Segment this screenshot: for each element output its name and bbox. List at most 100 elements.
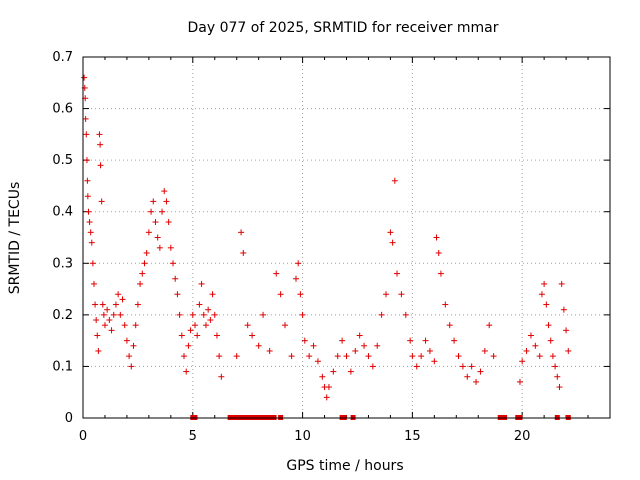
data-point: [84, 193, 91, 200]
data-point: [213, 332, 220, 339]
data-point: [306, 353, 313, 360]
y-tick-label: 0.1: [52, 359, 73, 374]
data-point: [541, 280, 548, 287]
data-point: [89, 260, 96, 267]
data-point: [167, 244, 174, 251]
data-point: [431, 358, 438, 365]
data-point: [159, 208, 166, 215]
data-point: [455, 353, 462, 360]
data-point: [87, 229, 94, 236]
data-point: [216, 353, 223, 360]
data-point: [255, 342, 262, 349]
y-tick-label: 0.2: [52, 308, 73, 323]
data-point: [422, 337, 429, 344]
data-point: [97, 141, 104, 148]
data-point: [123, 337, 130, 344]
data-point: [343, 353, 350, 360]
data-point: [90, 280, 97, 287]
data-point: [196, 301, 203, 308]
data-point: [301, 337, 308, 344]
data-point: [451, 337, 458, 344]
data-point: [117, 311, 124, 318]
data-point: [560, 306, 567, 313]
data-point: [334, 353, 341, 360]
data-point: [374, 342, 381, 349]
data-point: [477, 368, 484, 375]
data-point: [389, 239, 396, 246]
data-point: [200, 311, 207, 318]
data-point: [563, 327, 570, 334]
data-point: [435, 249, 442, 256]
data-point: [96, 131, 103, 138]
data-point: [174, 291, 181, 298]
data-point: [552, 363, 559, 370]
data-point: [85, 208, 92, 215]
data-point: [554, 373, 561, 380]
plot-frame: [82, 56, 611, 419]
data-point: [490, 353, 497, 360]
data-point: [94, 332, 101, 339]
data-point: [81, 74, 88, 81]
data-point: [240, 249, 247, 256]
data-point: [523, 347, 530, 354]
data-point: [323, 394, 330, 401]
data-point: [273, 270, 280, 277]
data-point: [139, 270, 146, 277]
data-point: [437, 270, 444, 277]
data-point: [369, 363, 376, 370]
data-point: [176, 311, 183, 318]
data-point: [481, 347, 488, 354]
data-point: [413, 363, 420, 370]
data-point: [185, 342, 192, 349]
data-point: [543, 301, 550, 308]
data-point: [165, 219, 172, 226]
data-point: [446, 322, 453, 329]
x-tick-label: 15: [404, 429, 421, 444]
data-point: [126, 353, 133, 360]
data-point: [178, 332, 185, 339]
data-point: [356, 332, 363, 339]
data-point: [100, 311, 107, 318]
data-point: [82, 115, 89, 122]
data-point: [83, 157, 90, 164]
data-point: [183, 368, 190, 375]
data-point: [277, 291, 284, 298]
data-point: [378, 311, 385, 318]
data-point: [115, 291, 122, 298]
data-point: [137, 280, 144, 287]
data-point: [99, 301, 106, 308]
data-point: [407, 337, 414, 344]
data-point: [119, 296, 126, 303]
data-point: [121, 322, 128, 329]
data-point: [97, 162, 104, 169]
data-point: [295, 260, 302, 267]
data-point: [527, 332, 534, 339]
data-point: [325, 384, 332, 391]
y-axis-label: SRMTID / TECUs: [7, 182, 23, 295]
data-point: [288, 353, 295, 360]
data-point: [339, 337, 346, 344]
data-point: [128, 363, 135, 370]
data-point: [110, 311, 117, 318]
data-point: [112, 301, 119, 308]
data-point: [244, 322, 251, 329]
data-point: [519, 358, 526, 365]
y-tick-label: 0.3: [52, 256, 73, 271]
data-point: [365, 353, 372, 360]
y-tick-label: 0.4: [52, 205, 73, 220]
data-point: [473, 378, 480, 385]
data-point: [150, 198, 157, 205]
data-point: [468, 363, 475, 370]
data-point: [194, 332, 201, 339]
data-point: [141, 260, 148, 267]
data-point: [95, 347, 102, 354]
data-points: [81, 74, 572, 420]
data-point: [391, 177, 398, 184]
data-point: [104, 306, 111, 313]
data-point: [106, 317, 113, 324]
data-point: [516, 378, 523, 385]
data-point: [145, 229, 152, 236]
data-point: [426, 347, 433, 354]
y-tick-label: 0: [65, 411, 73, 426]
data-point: [409, 353, 416, 360]
